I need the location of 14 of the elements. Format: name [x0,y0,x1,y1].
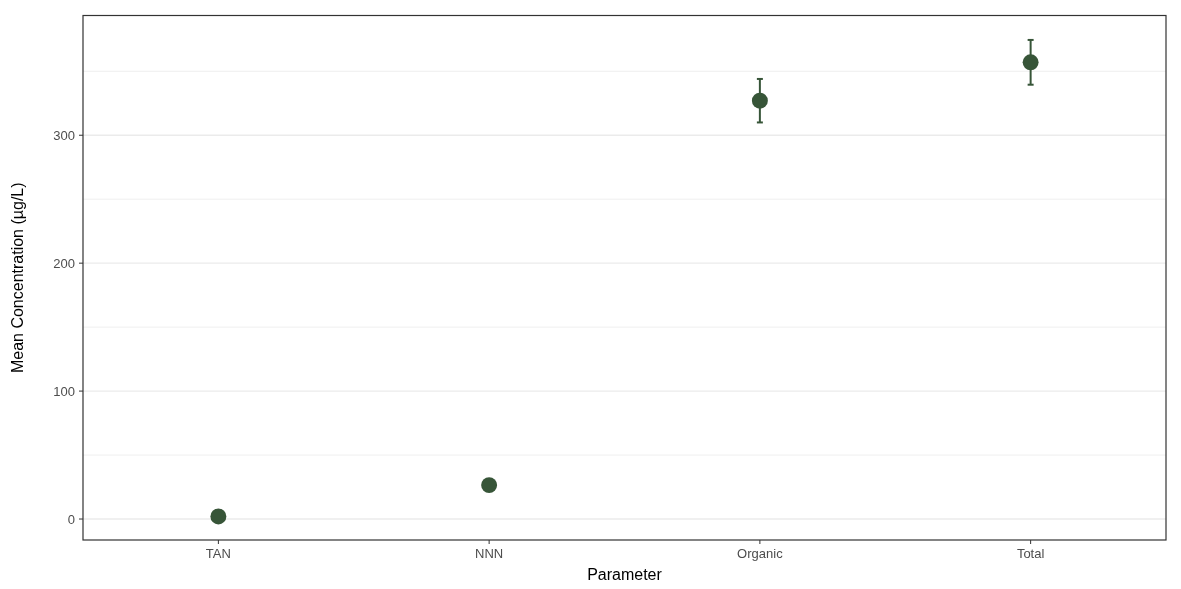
y-tick-label: 0 [67,511,75,527]
y-tick-label: 300 [53,127,75,143]
y-axis-title: Mean Concentration (µg/L) [9,182,26,374]
x-tick-label: TAN [205,546,231,561]
y-tick-label: 200 [53,255,75,271]
x-tick-label: Total [1016,546,1045,561]
x-axis-title: Parameter [587,566,663,583]
point [751,92,768,109]
point [1022,54,1039,71]
x-tick-label: NNN [475,546,504,561]
point [210,508,227,525]
x-tick-label: Organic [737,546,784,561]
point [481,477,498,494]
y-tick-label: 100 [53,383,75,399]
